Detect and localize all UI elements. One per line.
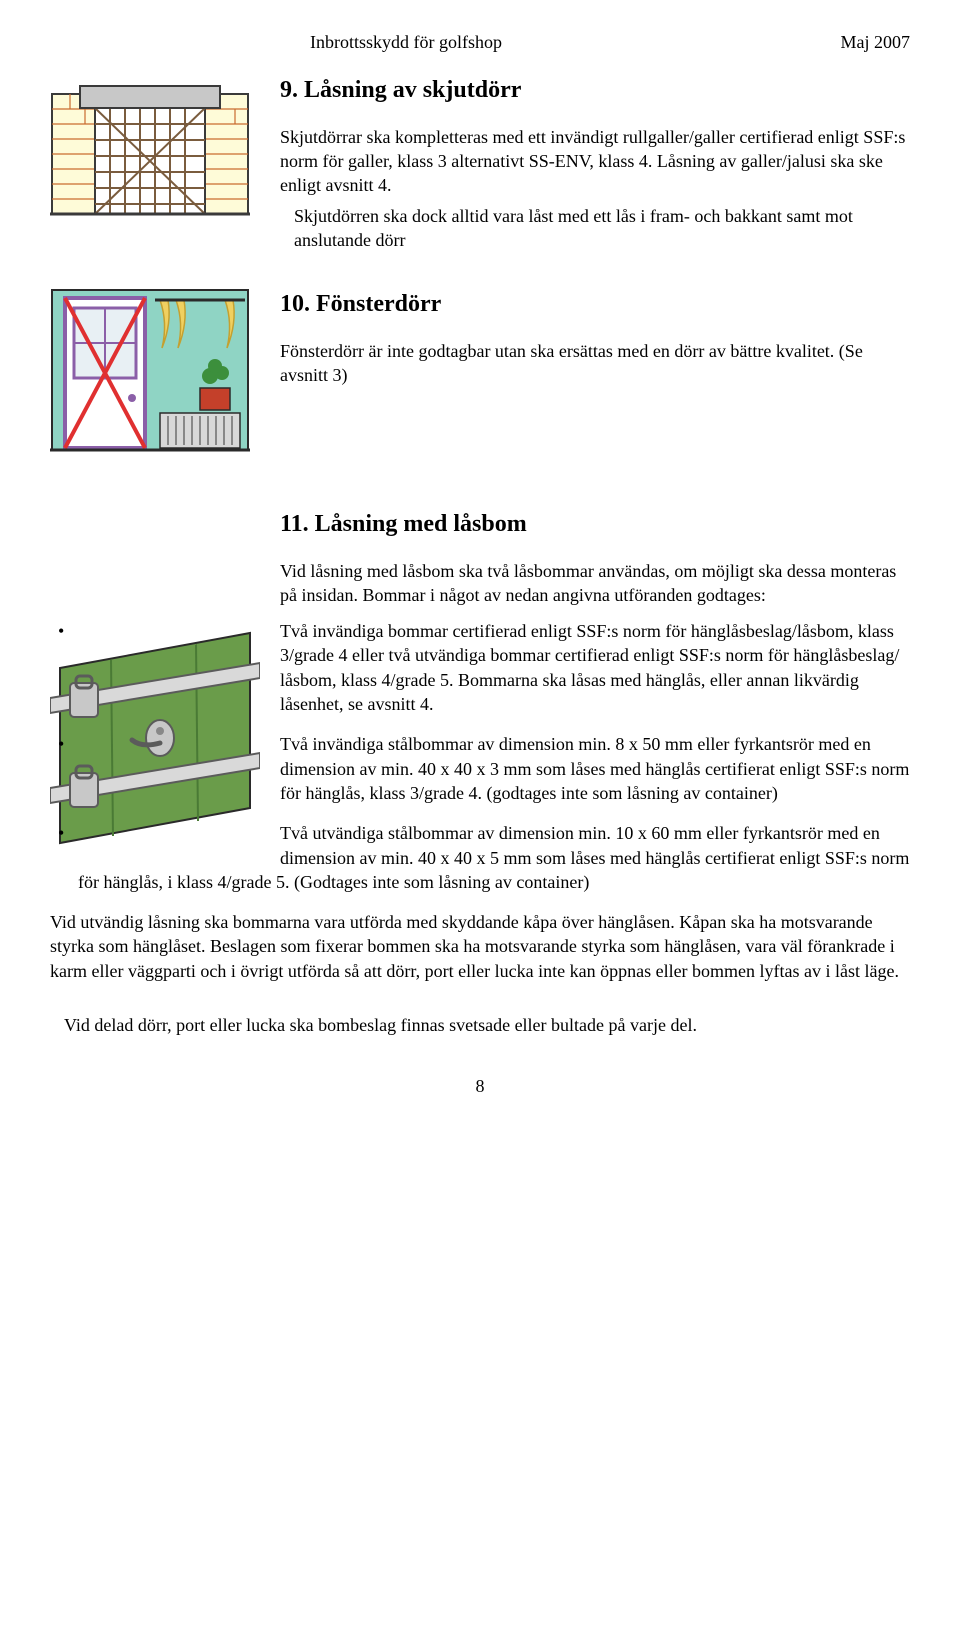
- header-left: Inbrottsskydd för golfshop: [310, 30, 502, 54]
- section-11-content: 11. Låsning med låsbom Vid låsning med l…: [50, 508, 910, 1037]
- page-header: Inbrottsskydd för golfshop Maj 2007: [50, 30, 910, 54]
- bullet-1: Två invändiga bommar certifierad enligt …: [50, 619, 910, 716]
- section-9-heading: 9. Låsning av skjutdörr: [280, 74, 910, 106]
- section-11-heading: 11. Låsning med låsbom: [50, 508, 910, 540]
- page-number: 8: [50, 1074, 910, 1098]
- section-11-bullets: Två invändiga bommar certifierad enligt …: [50, 619, 910, 894]
- section-10-heading: 10. Fönsterdörr: [280, 288, 910, 320]
- bullet-3: Två utvändiga stålbommar av dimension mi…: [50, 821, 910, 894]
- section-10-p1: Fönsterdörr är inte godtagbar utan ska e…: [280, 339, 910, 388]
- section-9-content: 9. Låsning av skjutdörr Skjutdörrar ska …: [280, 74, 910, 258]
- section-9-p1: Skjutdörrar ska kompletteras med ett inv…: [280, 125, 910, 198]
- section-11-after-p1: Vid utvändig låsning ska bommarna vara u…: [50, 910, 910, 983]
- section-11: 11. Låsning med låsbom Vid låsning med l…: [50, 508, 910, 1043]
- section-10-content: 10. Fönsterdörr Fönsterdörr är inte godt…: [280, 288, 910, 393]
- section-11-after-p2: Vid delad dörr, port eller lucka ska bom…: [64, 1013, 910, 1037]
- bullet-2: Två invändiga stålbommar av dimension mi…: [50, 732, 910, 805]
- header-right: Maj 2007: [841, 30, 911, 54]
- section-11-intro: Vid låsning med låsbom ska två låsbommar…: [50, 559, 910, 608]
- section-9: 9. Låsning av skjutdörr Skjutdörrar ska …: [50, 74, 910, 258]
- section-10: 10. Fönsterdörr Fönsterdörr är inte godt…: [50, 288, 910, 478]
- section-9-p2: Skjutdörren ska dock alltid vara låst me…: [294, 204, 910, 253]
- illustration-skjutdorr: [50, 74, 260, 224]
- illustration-fonsterdorr: [50, 288, 260, 478]
